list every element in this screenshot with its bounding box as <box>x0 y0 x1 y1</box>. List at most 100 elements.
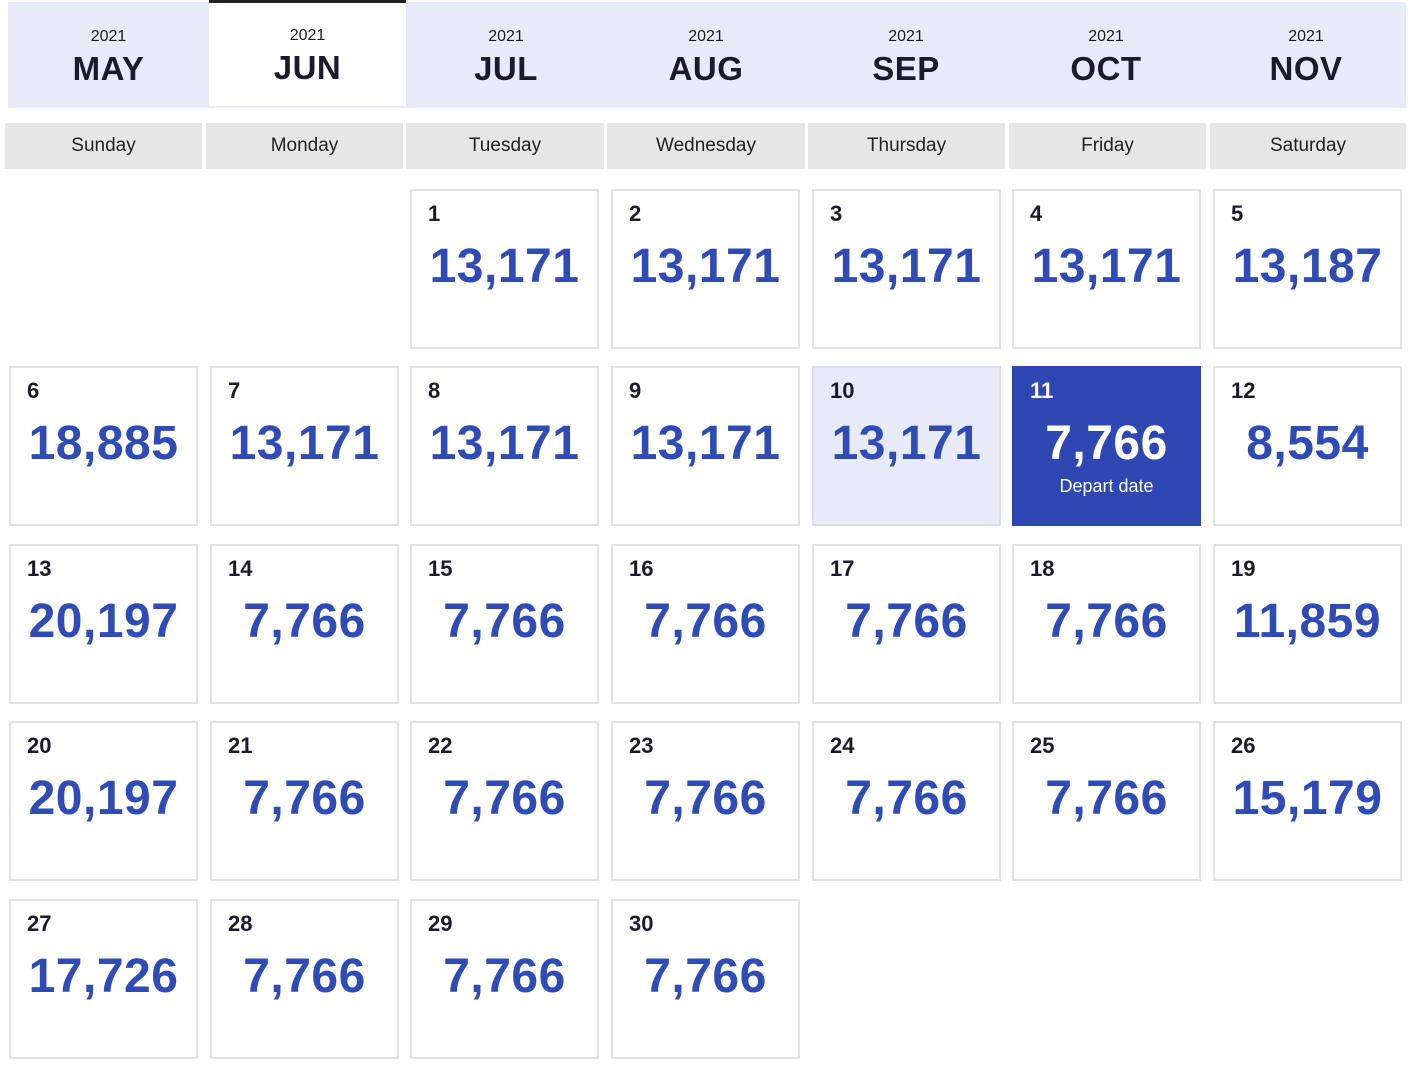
tab-month: AUG <box>668 50 744 87</box>
day-cell-12[interactable]: 12 8,554 <box>1213 366 1402 526</box>
day-price: 7,766 <box>845 595 968 648</box>
tab-aug[interactable]: 2021 AUG <box>606 2 806 106</box>
day-cell-14[interactable]: 14 7,766 <box>210 544 399 704</box>
day-cell-13[interactable]: 13 20,197 <box>9 544 198 704</box>
day-price: 7,766 <box>443 950 566 1003</box>
day-price: 13,171 <box>229 417 380 470</box>
day-price: 11,859 <box>1233 595 1382 648</box>
day-cell-27[interactable]: 27 17,726 <box>9 899 198 1059</box>
day-cell-11[interactable]: 11 7,766 Depart date <box>1012 366 1201 526</box>
tab-month: OCT <box>1070 50 1142 87</box>
day-number: 19 <box>1231 556 1256 581</box>
tab-may[interactable]: 2021 MAY <box>8 2 209 106</box>
day-price: 20,197 <box>28 772 179 825</box>
day-cell-5[interactable]: 5 13,187 <box>1213 189 1402 349</box>
day-price: 17,726 <box>28 950 179 1003</box>
day-cell-1[interactable]: 1 13,171 <box>410 189 599 349</box>
tab-jul[interactable]: 2021 JUL <box>406 2 606 106</box>
day-number: 22 <box>428 733 453 758</box>
weekday-monday: Monday <box>206 123 403 169</box>
day-number: 5 <box>1231 201 1244 226</box>
day-cell-24[interactable]: 24 7,766 <box>812 721 1001 881</box>
day-cell-8[interactable]: 8 13,171 <box>410 366 599 526</box>
weekday-thursday: Thursday <box>808 123 1005 169</box>
day-number: 16 <box>629 556 654 581</box>
day-number: 17 <box>830 556 855 581</box>
weekday-wednesday: Wednesday <box>607 123 805 169</box>
tab-jun[interactable]: 2021 JUN <box>209 0 406 106</box>
day-cell-10[interactable]: 10 13,171 <box>812 366 1001 526</box>
day-cell-30[interactable]: 30 7,766 <box>611 899 800 1059</box>
day-cell-9[interactable]: 9 13,171 <box>611 366 800 526</box>
weekday-friday: Friday <box>1009 123 1206 169</box>
day-cell-25[interactable]: 25 7,766 <box>1012 721 1201 881</box>
tab-year: 2021 <box>688 28 724 45</box>
day-cell-22[interactable]: 22 7,766 <box>410 721 599 881</box>
day-cell-3[interactable]: 3 13,171 <box>812 189 1001 349</box>
day-number: 27 <box>27 911 52 936</box>
day-cell-21[interactable]: 21 7,766 <box>210 721 399 881</box>
day-price: 13,171 <box>630 240 781 293</box>
day-cell-29[interactable]: 29 7,766 <box>410 899 599 1059</box>
tab-sep[interactable]: 2021 SEP <box>806 2 1006 106</box>
weekday-tuesday: Tuesday <box>406 123 604 169</box>
tab-year: 2021 <box>1088 28 1124 45</box>
day-cell-26[interactable]: 26 15,179 <box>1213 721 1402 881</box>
day-cell-28[interactable]: 28 7,766 <box>210 899 399 1059</box>
tab-month: JUN <box>273 49 342 86</box>
day-price: 13,171 <box>429 240 580 293</box>
day-price: 13,171 <box>1031 240 1182 293</box>
day-cell-17[interactable]: 17 7,766 <box>812 544 1001 704</box>
day-number: 9 <box>629 378 642 403</box>
day-price: 7,766 <box>1045 417 1168 470</box>
tab-year: 2021 <box>90 28 127 45</box>
day-cell-23[interactable]: 23 7,766 <box>611 721 800 881</box>
weekday-saturday: Saturday <box>1210 123 1406 169</box>
day-number: 23 <box>629 733 654 758</box>
day-number: 25 <box>1030 733 1055 758</box>
day-cell-15[interactable]: 15 7,766 <box>410 544 599 704</box>
day-price: 13,187 <box>1232 240 1383 293</box>
tab-month: SEP <box>872 50 940 87</box>
day-number: 20 <box>27 733 52 758</box>
tab-nov[interactable]: 2021 NOV <box>1206 2 1406 106</box>
day-cell-6[interactable]: 6 18,885 <box>9 366 198 526</box>
tab-year: 2021 <box>888 28 924 45</box>
day-number: 2 <box>629 201 642 226</box>
day-number: 30 <box>629 911 654 936</box>
day-number: 29 <box>428 911 453 936</box>
day-price: 7,766 <box>243 595 366 648</box>
day-cell-4[interactable]: 4 13,171 <box>1012 189 1201 349</box>
day-price: 15,179 <box>1232 772 1383 825</box>
day-number: 10 <box>830 378 855 403</box>
day-number: 6 <box>27 378 40 403</box>
day-number: 13 <box>27 556 52 581</box>
day-number: 11 <box>1030 378 1054 403</box>
tab-year: 2021 <box>488 28 524 45</box>
day-number: 4 <box>1030 201 1043 226</box>
tab-oct[interactable]: 2021 OCT <box>1006 2 1206 106</box>
day-price: 13,171 <box>630 417 781 470</box>
day-number: 8 <box>428 378 441 403</box>
day-cell-2[interactable]: 2 13,171 <box>611 189 800 349</box>
day-price: 8,554 <box>1246 417 1369 470</box>
day-cell-19[interactable]: 19 11,859 <box>1213 544 1402 704</box>
day-price: 7,766 <box>443 595 566 648</box>
day-price: 7,766 <box>1045 595 1168 648</box>
day-number: 1 <box>428 201 441 226</box>
day-cell-7[interactable]: 7 13,171 <box>210 366 399 526</box>
day-cell-18[interactable]: 18 7,766 <box>1012 544 1201 704</box>
day-cell-16[interactable]: 16 7,766 <box>611 544 800 704</box>
day-number: 28 <box>228 911 253 936</box>
day-price: 13,171 <box>429 417 580 470</box>
day-price: 13,171 <box>831 240 982 293</box>
day-number: 12 <box>1231 378 1256 403</box>
day-price: 7,766 <box>1045 772 1168 825</box>
day-price: 20,197 <box>28 595 179 648</box>
tab-month: JUL <box>474 50 538 87</box>
day-cell-20[interactable]: 20 20,197 <box>9 721 198 881</box>
day-price: 7,766 <box>644 950 767 1003</box>
day-price: 7,766 <box>644 595 767 648</box>
day-number: 14 <box>228 556 253 581</box>
day-number: 15 <box>428 556 453 581</box>
